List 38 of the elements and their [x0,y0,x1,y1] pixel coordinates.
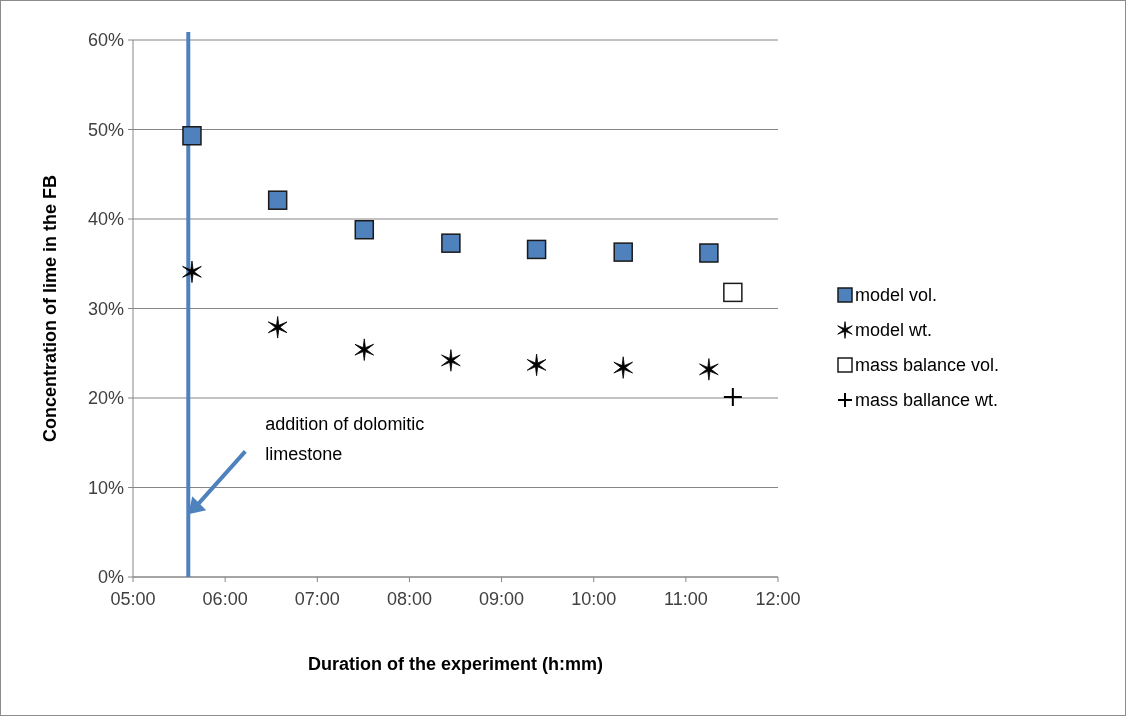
legend-label: model vol. [855,285,938,306]
y-tick-label: 40% [87,209,124,230]
y-tick-label: 20% [87,388,124,409]
y-tick-label: 50% [87,119,124,140]
x-tick-label: 12:00 [755,589,801,609]
y-tick-label: 60% [87,30,124,51]
point [722,387,743,408]
x-tick-label: 08:00 [386,589,432,609]
point [441,233,461,253]
point [699,358,719,381]
x-tick-label: 06:00 [202,589,248,609]
x-tick-label: 05:00 [110,589,156,609]
y-axis-title: Concentration of lime in the FB [40,174,60,443]
point [613,242,633,262]
point [354,338,375,361]
y-tick-label: 30% [87,298,124,319]
x-tick-label: 10:00 [571,589,617,609]
annotation: addition of dolomitic limestone [265,414,425,465]
point [267,316,288,339]
point [182,126,202,146]
x-tick-label: 07:00 [294,589,340,609]
point [526,353,547,377]
y-tick-label: 10% [87,477,124,498]
point [699,243,719,263]
point [526,239,547,260]
legend-label: model wt. [855,320,933,341]
point [723,282,743,303]
point [441,349,461,372]
point [267,190,288,210]
legend-label: mass ballance wt. [855,390,999,411]
point [354,219,375,240]
legend-label: mass balance vol. [855,355,1000,376]
point [613,356,633,379]
x-axis-title: Duration of the experiment (h:mm) [307,654,604,674]
x-tick-label: 11:00 [664,589,708,609]
point [182,260,202,284]
y-tick-label: 0% [97,567,124,588]
x-tick-label: 09:00 [479,589,525,609]
